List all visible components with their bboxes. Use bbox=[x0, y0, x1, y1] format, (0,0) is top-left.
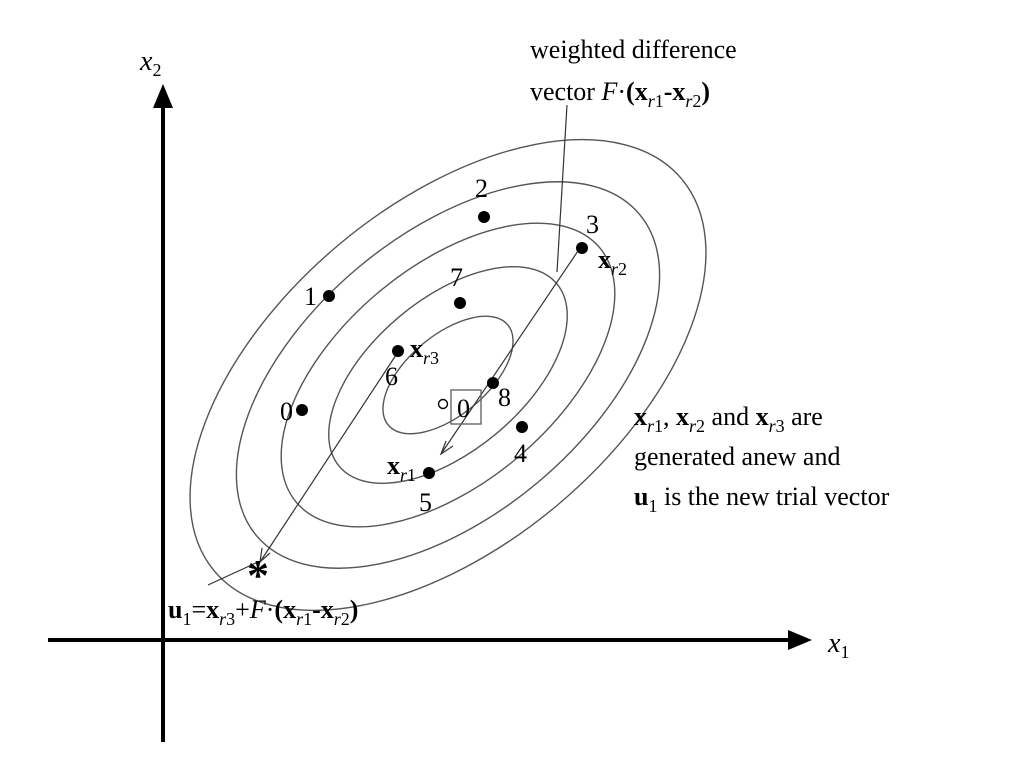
label-xr3: xr3 bbox=[410, 334, 439, 368]
trial-vector-formula: u1=xr3+F·(xr1-xr2) bbox=[168, 595, 358, 629]
contour-4 bbox=[235, 181, 661, 569]
point-label-3: 3 bbox=[586, 210, 599, 239]
point-label-7: 7 bbox=[450, 263, 463, 292]
axes: x1 x2 bbox=[48, 46, 849, 742]
point-label-4: 4 bbox=[514, 439, 527, 468]
minimum-circle bbox=[437, 398, 449, 410]
point-8 bbox=[487, 377, 499, 389]
trial-vector-line bbox=[259, 351, 399, 563]
point-2 bbox=[478, 211, 490, 223]
annotation-line-2: vector F·(xr1-xr2) bbox=[530, 77, 710, 111]
population-points bbox=[296, 211, 588, 479]
x-axis-arrowhead bbox=[788, 630, 812, 650]
point-labels: 1 0 2 3 7 6 8 4 5 0 bbox=[280, 174, 599, 517]
point-label-8: 8 bbox=[498, 383, 511, 412]
regeneration-line-3: u1 is the new trial vector bbox=[634, 482, 890, 516]
label-xr2: xr2 bbox=[598, 245, 627, 279]
point-6 bbox=[392, 345, 404, 357]
x-axis-label: x1 bbox=[827, 628, 849, 662]
contour-5 bbox=[189, 138, 707, 612]
regeneration-line-1: xr1, xr2 and xr3 are bbox=[634, 402, 823, 436]
point-1 bbox=[323, 290, 335, 302]
regeneration-line-2: generated anew and bbox=[634, 442, 840, 471]
formula-pointer-line bbox=[207, 561, 259, 586]
point-3 bbox=[576, 242, 588, 254]
point-label-6: 6 bbox=[385, 362, 398, 391]
point-label-0: 0 bbox=[280, 397, 293, 426]
trial-vector-marker: * bbox=[247, 551, 269, 600]
difference-vector bbox=[439, 247, 581, 456]
y-axis-label: x2 bbox=[139, 46, 161, 80]
point-label-1: 1 bbox=[304, 282, 317, 311]
difference-vector-line bbox=[440, 247, 581, 455]
minimum-box bbox=[450, 389, 482, 425]
y-axis-arrowhead bbox=[153, 84, 173, 108]
difference-vector-arrowhead bbox=[439, 440, 454, 456]
minimum-label: 0 bbox=[457, 394, 470, 423]
point-label-2: 2 bbox=[475, 174, 488, 203]
regeneration-annotation: xr1, xr2 and xr3 are generated anew and … bbox=[634, 402, 890, 516]
contour-2 bbox=[328, 266, 568, 484]
point-5 bbox=[423, 467, 435, 479]
point-7 bbox=[454, 297, 466, 309]
trial-vector bbox=[259, 351, 399, 564]
annotation-line-1: weighted difference bbox=[530, 35, 737, 64]
contour-lines bbox=[189, 138, 707, 612]
annotation-pointer-line bbox=[556, 104, 568, 273]
point-label-5: 5 bbox=[419, 488, 432, 517]
point-4 bbox=[516, 421, 528, 433]
weighted-difference-annotation: weighted difference vector F·(xr1-xr2) bbox=[530, 35, 737, 111]
label-xr1: xr1 bbox=[387, 451, 416, 485]
contour-3 bbox=[280, 222, 616, 528]
trial-vector-arrowhead bbox=[259, 547, 271, 564]
minimum-marker bbox=[437, 389, 482, 425]
point-0 bbox=[296, 404, 308, 416]
